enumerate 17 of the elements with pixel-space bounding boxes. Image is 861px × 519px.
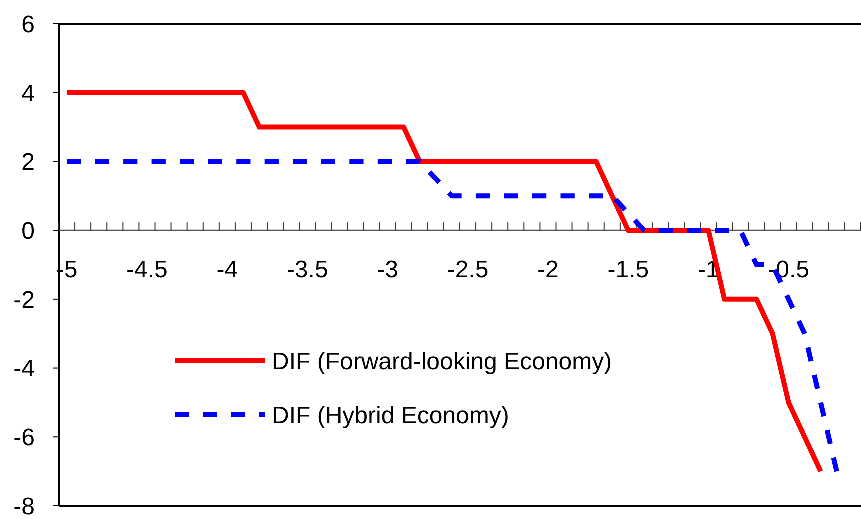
y-tick-label: -8	[14, 493, 35, 519]
x-tick-label: -4	[216, 256, 238, 284]
x-tick-label: -3	[377, 256, 398, 284]
x-tick-label: -4.5	[126, 256, 168, 284]
legend-label: DIF (Forward-looking Economy)	[272, 348, 612, 376]
legend-label: DIF (Hybrid Economy)	[272, 402, 510, 430]
y-tick-label: 6	[22, 11, 35, 38]
y-tick-label: 0	[22, 218, 35, 245]
x-tick-label: -2	[538, 256, 559, 284]
y-tick-label: 2	[22, 149, 35, 176]
y-tick-label: -2	[14, 286, 35, 314]
x-tick-label: -3.5	[286, 256, 328, 284]
x-tick-label: -2.5	[447, 256, 489, 284]
x-tick-label: -1.5	[608, 256, 650, 284]
y-tick-label: 4	[22, 80, 35, 108]
y-tick-label: -4	[14, 356, 35, 383]
y-tick-label: -6	[14, 424, 35, 452]
